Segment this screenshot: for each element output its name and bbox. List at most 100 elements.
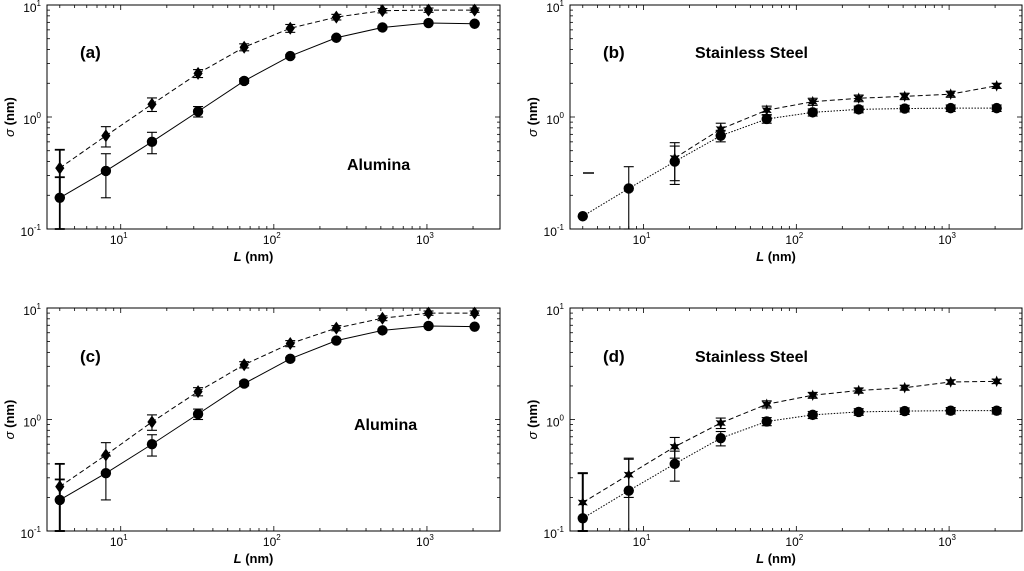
data-point-circle (991, 102, 1002, 114)
axes-frame (569, 307, 1023, 532)
y-tick-label: 100 (546, 414, 564, 430)
data-point-circle (469, 321, 480, 332)
panel-title: Stainless Steel (695, 349, 808, 366)
y-axis-label: σ (nm) (2, 97, 17, 137)
axes-frame (46, 4, 501, 230)
x-tick-label: 102 (785, 231, 803, 247)
y-tick-label: 101 (23, 0, 41, 15)
data-point-diamond (193, 66, 203, 80)
y-tick-label: 100 (546, 111, 564, 127)
data-point-diamond (331, 321, 341, 335)
data-point-diamond (285, 21, 295, 35)
data-point-circle (945, 405, 956, 416)
series-star-dashed (577, 375, 1002, 532)
y-tick-label: 10-1 (544, 525, 565, 541)
data-point-diamond (377, 4, 388, 18)
data-point-diamond (239, 358, 249, 372)
data-point-diamond (239, 40, 249, 54)
data-point-diamond (147, 415, 157, 429)
data-point-circle (577, 211, 588, 222)
x-tick-label: 103 (938, 533, 956, 549)
panel-title: Alumina (347, 157, 410, 174)
data-point-circle (423, 17, 434, 29)
data-point-circle (192, 408, 204, 420)
data-point-circle (238, 75, 250, 87)
data-point-star (807, 95, 818, 108)
panel-title: Alumina (354, 417, 417, 434)
data-point-circle (331, 335, 342, 346)
x-tick-label: 102 (263, 231, 281, 247)
data-point-diamond (147, 97, 157, 111)
data-point-circle (238, 378, 250, 389)
data-point-circle (807, 409, 818, 421)
data-point-circle (146, 136, 158, 148)
y-tick-label: 100 (23, 414, 41, 430)
x-axis-label: L (nm) (234, 249, 274, 264)
data-point-circle (577, 513, 588, 524)
series-line (582, 107, 997, 217)
data-point-star (991, 375, 1002, 388)
data-point-circle (853, 406, 864, 418)
series-line (59, 22, 475, 199)
data-point-star (669, 440, 680, 453)
data-point-diamond (423, 306, 434, 320)
data-point-circle (761, 113, 772, 125)
data-point-circle (285, 50, 296, 62)
y-axis-label: σ (nm) (2, 400, 17, 440)
data-point-circle (853, 104, 864, 115)
series-line (582, 410, 997, 519)
data-point-star (761, 398, 772, 411)
data-point-circle (54, 494, 65, 506)
x-tick-label: 101 (110, 231, 128, 247)
axes-frame (569, 4, 1023, 230)
x-axis-label: L (nm) (756, 551, 796, 566)
data-point-diamond (470, 3, 480, 17)
y-axis-label: σ (nm) (525, 97, 540, 137)
x-tick-label: 101 (633, 533, 651, 549)
data-point-star (945, 376, 956, 388)
panel-label: (b) (603, 43, 625, 62)
y-tick-label: 10-1 (21, 223, 42, 239)
data-point-diamond (331, 10, 341, 24)
series-line (582, 380, 997, 503)
x-tick-label: 101 (633, 231, 651, 247)
panel-label: (c) (80, 347, 101, 366)
data-point-circle (100, 165, 112, 177)
data-point-star (715, 417, 726, 429)
data-point-circle (807, 107, 818, 118)
data-point-circle (146, 439, 158, 450)
y-tick-label: 101 (546, 302, 564, 318)
chart-panel-1: 101 102 103 10-1 100 101 L (nm) σ (nm) (a) Alumin… (2, 0, 501, 264)
data-point-circle (991, 405, 1002, 416)
data-point-circle (100, 467, 112, 479)
data-point-circle (331, 32, 342, 43)
y-tick-label: 100 (23, 111, 41, 127)
data-point-star (899, 90, 910, 103)
data-point-circle (623, 183, 634, 194)
data-point-circle (192, 106, 204, 117)
data-point-diamond (101, 129, 111, 143)
data-point-circle (669, 156, 680, 167)
data-point-circle (899, 103, 910, 114)
series-line (59, 325, 475, 501)
series-circle-solid (54, 320, 480, 532)
x-axis-label: L (nm) (234, 551, 274, 566)
data-point-circle (761, 416, 772, 427)
series-circle-dotted (577, 102, 1002, 230)
x-tick-label: 103 (416, 533, 434, 549)
data-point-star (807, 389, 818, 402)
data-point-star (853, 384, 864, 397)
y-tick-label: 10-1 (544, 223, 565, 239)
data-point-circle (285, 353, 296, 365)
series-line (674, 85, 997, 159)
chart-panel-3: 101 102 103 10-1 100 101 L (nm) σ (nm) (c) Alumin… (2, 302, 501, 566)
data-point-circle (377, 325, 388, 336)
data-point-diamond (55, 161, 65, 175)
series-line (59, 9, 475, 169)
data-point-circle (423, 320, 434, 332)
data-point-diamond (423, 3, 434, 17)
y-tick-label: 101 (546, 0, 564, 15)
data-point-star (853, 92, 864, 105)
y-tick-label: 10-1 (21, 525, 42, 541)
x-tick-label: 103 (416, 231, 434, 247)
